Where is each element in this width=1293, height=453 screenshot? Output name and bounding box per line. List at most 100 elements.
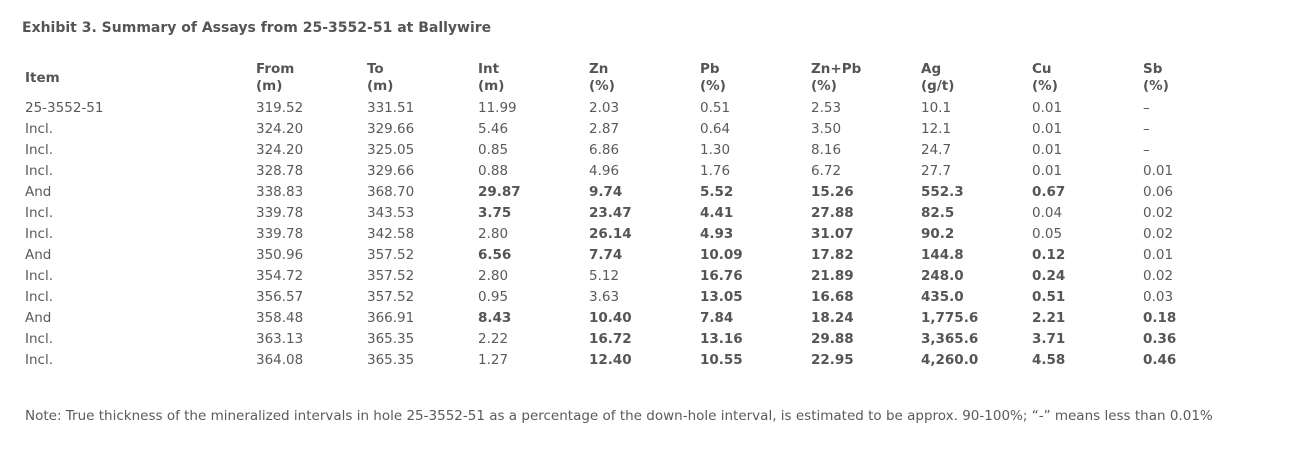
value-cell: 0.03 <box>1143 289 1174 305</box>
item-cell: 25-3552-51 <box>25 100 104 116</box>
value-cell: 4.96 <box>589 163 620 179</box>
value-cell: 0.12 <box>1032 247 1066 263</box>
value-cell: 5.12 <box>589 268 620 284</box>
value-cell: 6.56 <box>478 247 512 263</box>
value-cell: 82.5 <box>921 205 955 221</box>
value-cell: 26.14 <box>589 226 632 242</box>
column-header: Pb (%) <box>697 60 808 98</box>
exhibit-title: Exhibit 3. Summary of Assays from 25-355… <box>22 20 492 36</box>
value-cell: 2.22 <box>478 331 509 347</box>
column-header-name: Sb <box>1143 61 1163 77</box>
value-cell: 4.93 <box>700 226 734 242</box>
column-header-unit: (g/t) <box>921 78 955 94</box>
value-cell: 343.53 <box>367 205 415 221</box>
item-cell: Incl. <box>25 268 54 284</box>
value-cell: 3.50 <box>811 121 842 137</box>
value-cell: 2.87 <box>589 121 620 137</box>
value-cell: 0.01 <box>1143 247 1174 263</box>
value-cell: – <box>1143 100 1150 116</box>
item-cell: And <box>25 247 52 263</box>
value-cell: 6.86 <box>589 142 620 158</box>
item-cell: Incl. <box>25 142 54 158</box>
value-cell: 4.41 <box>700 205 734 221</box>
value-cell: 13.05 <box>700 289 743 305</box>
column-header: Zn+Pb (%) <box>808 60 918 98</box>
value-cell: 329.66 <box>367 121 415 137</box>
value-cell: 350.96 <box>256 247 304 263</box>
value-cell: 364.08 <box>256 352 304 368</box>
value-cell: 328.78 <box>256 163 304 179</box>
value-cell: 365.35 <box>367 331 415 347</box>
table-row: Incl. 328.78 329.66 0.88 4.96 1.76 6.72 27.7 0.0… <box>22 161 1251 182</box>
value-cell: 12.40 <box>589 352 632 368</box>
column-header-name: To <box>367 61 384 77</box>
item-cell: Incl. <box>25 205 54 221</box>
value-cell: 18.24 <box>811 310 854 326</box>
value-cell: 357.52 <box>367 289 415 305</box>
value-cell: 435.0 <box>921 289 964 305</box>
column-header-unit: (%) <box>1143 78 1169 94</box>
value-cell: 357.52 <box>367 268 415 284</box>
column-header: Zn (%) <box>586 60 697 98</box>
value-cell: 12.1 <box>921 121 952 137</box>
value-cell: 3,365.6 <box>921 331 979 347</box>
item-cell: Incl. <box>25 226 54 242</box>
value-cell: 339.78 <box>256 226 304 242</box>
value-cell: 324.20 <box>256 121 304 137</box>
table-body: 25-3552-51 319.52 331.51 11.99 2.03 0.51 2.53 1… <box>22 98 1251 371</box>
value-cell: 0.24 <box>1032 268 1066 284</box>
value-cell: 2.03 <box>589 100 620 116</box>
value-cell: 2.21 <box>1032 310 1066 326</box>
value-cell: 0.01 <box>1032 100 1063 116</box>
value-cell: 0.67 <box>1032 184 1066 200</box>
value-cell: 0.05 <box>1032 226 1063 242</box>
value-cell: 10.1 <box>921 100 952 116</box>
value-cell: – <box>1143 121 1150 137</box>
table-row: Incl. 363.13 365.35 2.22 16.72 13.16 29.88 3,36… <box>22 329 1251 350</box>
value-cell: 0.02 <box>1143 268 1174 284</box>
value-cell: 338.83 <box>256 184 304 200</box>
column-header-unit: (%) <box>589 78 615 94</box>
item-cell: And <box>25 184 52 200</box>
value-cell: 2.80 <box>478 268 509 284</box>
footnote: Note: True thickness of the mineralized … <box>25 408 1213 424</box>
value-cell: 90.2 <box>921 226 955 242</box>
value-cell: 363.13 <box>256 331 304 347</box>
value-cell: 31.07 <box>811 226 854 242</box>
value-cell: 15.26 <box>811 184 854 200</box>
value-cell: 3.63 <box>589 289 620 305</box>
value-cell: 365.35 <box>367 352 415 368</box>
item-cell: Incl. <box>25 289 54 305</box>
value-cell: 366.91 <box>367 310 415 326</box>
value-cell: 356.57 <box>256 289 304 305</box>
table-row: 25-3552-51 319.52 331.51 11.99 2.03 0.51 2.53 1… <box>22 98 1251 119</box>
value-cell: 21.89 <box>811 268 854 284</box>
value-cell: 324.20 <box>256 142 304 158</box>
value-cell: 2.80 <box>478 226 509 242</box>
value-cell: 10.09 <box>700 247 743 263</box>
value-cell: 319.52 <box>256 100 304 116</box>
table-row: And 358.48 366.91 8.43 10.40 7.84 18.24 1,775.6… <box>22 308 1251 329</box>
table-row: Incl. 324.20 329.66 5.46 2.87 0.64 3.50 12.1 0.0… <box>22 119 1251 140</box>
item-cell: Incl. <box>25 163 54 179</box>
value-cell: 24.7 <box>921 142 952 158</box>
value-cell: 10.55 <box>700 352 743 368</box>
column-header-unit: (m) <box>367 78 394 94</box>
value-cell: 2.53 <box>811 100 842 116</box>
value-cell: 16.68 <box>811 289 854 305</box>
value-cell: 17.82 <box>811 247 854 263</box>
value-cell: 325.05 <box>367 142 415 158</box>
value-cell: 368.70 <box>367 184 415 200</box>
column-header-name: Item <box>25 69 60 86</box>
value-cell: 8.16 <box>811 142 842 158</box>
value-cell: 0.04 <box>1032 205 1063 221</box>
value-cell: 27.7 <box>921 163 952 179</box>
value-cell: 16.72 <box>589 331 632 347</box>
column-header: Cu (%) <box>1029 60 1140 98</box>
value-cell: 0.85 <box>478 142 509 158</box>
table-row: Incl. 364.08 365.35 1.27 12.40 10.55 22.95 4,26… <box>22 350 1251 371</box>
value-cell: 329.66 <box>367 163 415 179</box>
column-header: Sb (%) <box>1140 60 1251 98</box>
value-cell: 8.43 <box>478 310 512 326</box>
value-cell: 3.71 <box>1032 331 1066 347</box>
